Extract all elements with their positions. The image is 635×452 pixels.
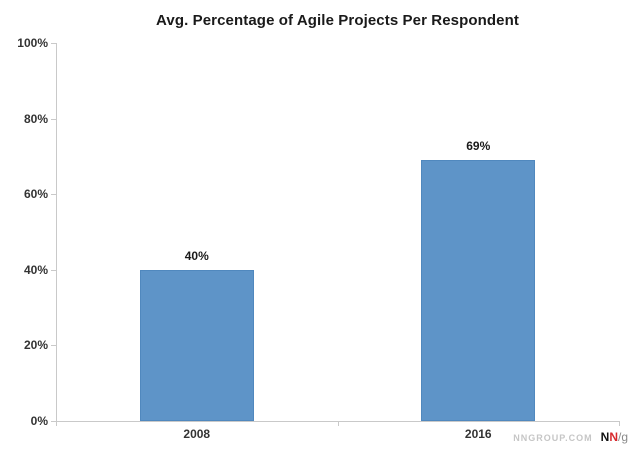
bar-value-label: 69% xyxy=(466,139,491,154)
x-axis-tick xyxy=(619,421,620,426)
nng-logo: NN/g xyxy=(601,430,628,444)
y-axis-tick xyxy=(51,269,56,271)
x-category-label: 2016 xyxy=(464,427,492,441)
y-axis-tick xyxy=(51,43,56,44)
watermark-site-text: NNGROUP.COM xyxy=(513,433,593,443)
bar-value-label: 40% xyxy=(184,248,209,263)
y-axis-tick-label: 0% xyxy=(30,414,48,428)
nng-logo-n1: N xyxy=(600,430,610,444)
x-category-label: 2008 xyxy=(183,427,211,441)
y-axis-tick-label: 100% xyxy=(17,36,48,50)
y-axis-tick-label: 40% xyxy=(23,262,48,277)
bar-2016 xyxy=(421,160,536,421)
nng-logo-n2: N xyxy=(609,430,618,444)
watermark: NNGROUP.COM NN/g xyxy=(513,430,628,444)
x-axis-tick xyxy=(337,421,339,426)
y-axis-tick xyxy=(51,118,56,120)
chart-title: Avg. Percentage of Agile Projects Per Re… xyxy=(156,12,519,29)
nng-logo-slash-g: /g xyxy=(617,430,628,444)
x-axis-tick xyxy=(56,421,57,426)
y-axis-line xyxy=(56,43,57,426)
y-axis-tick xyxy=(51,421,56,422)
y-axis-tick-label: 20% xyxy=(23,338,48,353)
y-axis-tick-label: 60% xyxy=(23,187,48,202)
y-axis-tick xyxy=(51,345,56,347)
plot-area: 0% 20% 40% 60% 80% 100% 40% 2008 69% 2016 xyxy=(17,36,620,441)
bar-2008 xyxy=(139,269,254,421)
y-axis-tick-label: 80% xyxy=(23,111,48,126)
y-axis-tick xyxy=(51,194,56,196)
